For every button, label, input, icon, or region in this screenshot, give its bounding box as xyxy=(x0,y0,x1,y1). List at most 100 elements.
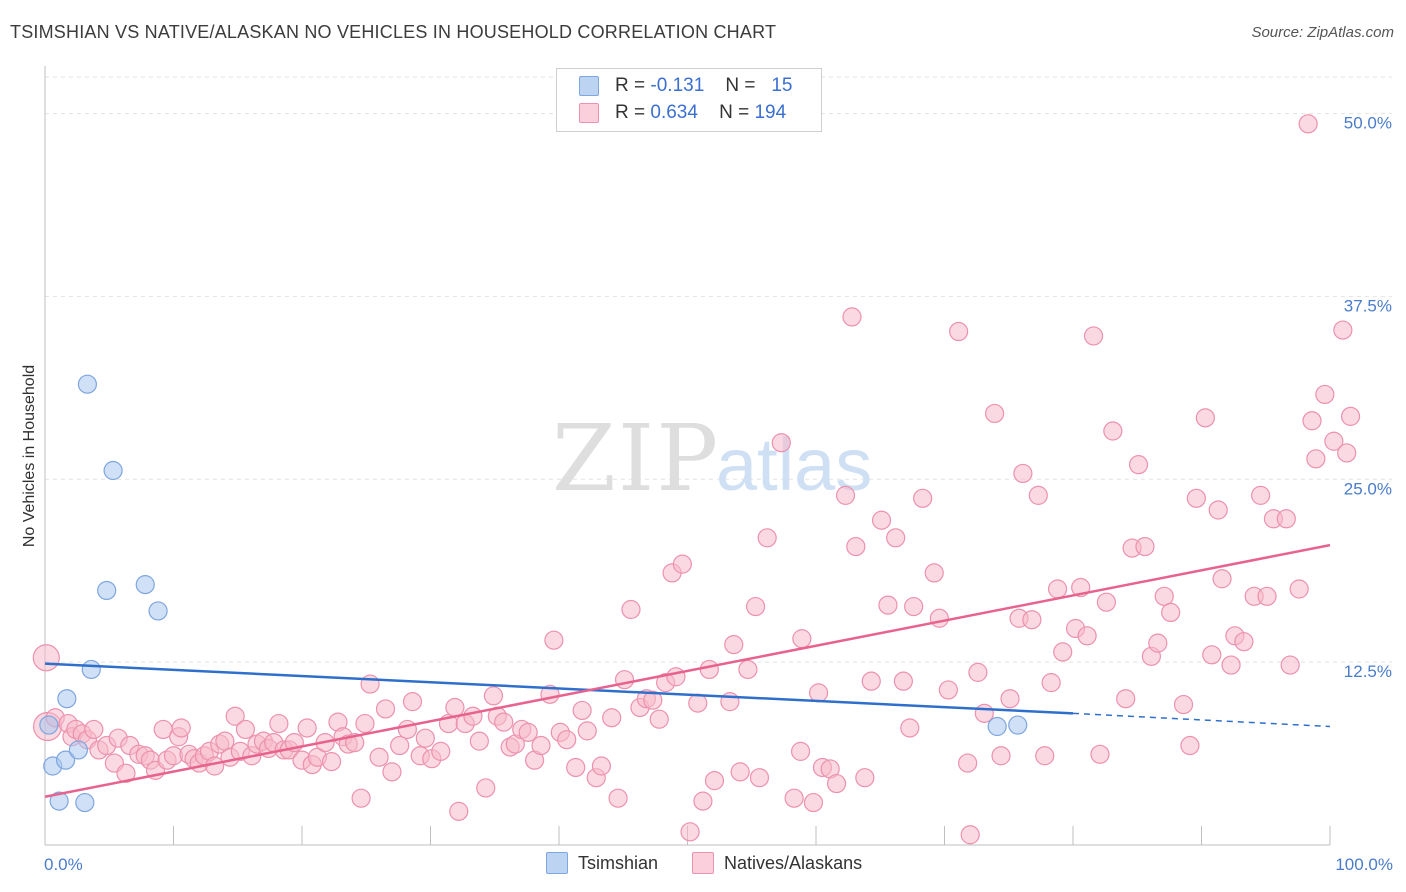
natives-point xyxy=(476,778,496,798)
natives-point xyxy=(1234,632,1254,652)
natives-point xyxy=(1154,586,1174,606)
natives-swatch xyxy=(579,103,599,123)
natives-point xyxy=(225,706,245,726)
legend-r-value: 0.634 xyxy=(650,102,698,123)
natives-point xyxy=(621,599,641,620)
tsimshian-point xyxy=(987,716,1007,737)
natives-point xyxy=(577,721,597,741)
natives-point xyxy=(704,771,725,791)
natives-trend-line xyxy=(44,543,1331,798)
natives-point xyxy=(591,756,612,776)
natives-point xyxy=(1047,579,1068,599)
natives-point xyxy=(431,741,451,761)
legend-item-tsimshian: Tsimshian xyxy=(546,852,658,874)
natives-point xyxy=(321,752,342,772)
natives-point xyxy=(672,554,692,574)
natives-point xyxy=(1315,384,1335,405)
natives-point xyxy=(382,762,402,782)
natives-point xyxy=(397,719,417,740)
natives-point xyxy=(369,747,389,767)
natives-point xyxy=(871,510,892,530)
natives-point xyxy=(602,708,622,728)
natives-point xyxy=(904,596,924,617)
natives-point xyxy=(1257,586,1277,606)
tsimshian-point xyxy=(97,580,117,601)
tsimshian-points xyxy=(39,374,1028,813)
watermark: ZIP atlas xyxy=(552,405,872,512)
natives-point xyxy=(84,719,104,740)
natives-point xyxy=(1298,114,1318,134)
natives-point xyxy=(1302,411,1322,431)
natives-point xyxy=(1022,610,1042,630)
natives-point xyxy=(1028,485,1048,505)
natives-point xyxy=(116,763,136,783)
series-legend: Tsimshian Natives/Alaskans xyxy=(546,852,896,874)
tsimshian-point xyxy=(55,750,76,770)
natives-point xyxy=(351,788,371,808)
y-axis-label: No Vehicles in Household xyxy=(21,365,38,547)
tsimshian-legend-swatch xyxy=(546,852,568,874)
natives-legend-swatch xyxy=(692,852,715,874)
legend-row-natives: R = 0.634 N = 194 xyxy=(579,100,786,126)
natives-point xyxy=(1186,488,1206,508)
natives-point xyxy=(614,670,635,690)
natives-point xyxy=(699,659,719,680)
natives-point xyxy=(958,753,978,773)
tsimshian-point xyxy=(75,792,95,813)
legend-n-label: N = xyxy=(719,102,750,123)
natives-point xyxy=(544,630,564,650)
natives-point xyxy=(730,762,750,782)
natives-point xyxy=(1212,569,1232,589)
natives-point xyxy=(846,536,866,557)
natives-point xyxy=(1306,449,1326,469)
natives-point xyxy=(1251,485,1271,505)
legend-r-label: R = xyxy=(615,75,646,96)
natives-point xyxy=(1000,689,1020,709)
legend-r-value: -0.131 xyxy=(650,75,705,96)
natives-point xyxy=(949,321,969,342)
natives-point xyxy=(402,692,423,712)
tsimshian-trend-extension xyxy=(1072,712,1331,728)
natives-point xyxy=(1195,408,1215,428)
y-tick-label: 50.0% xyxy=(1344,114,1392,133)
x-tick-label: 100.0% xyxy=(1335,855,1393,874)
y-tick-labels: 12.5% 25.0% 37.5% 50.0% xyxy=(1344,114,1392,682)
natives-point xyxy=(861,671,881,691)
natives-point xyxy=(1208,500,1228,520)
natives-point xyxy=(518,722,538,742)
tsimshian-point xyxy=(148,601,168,621)
natives-point xyxy=(1333,320,1353,340)
natives-point xyxy=(1103,421,1123,441)
natives-point xyxy=(390,735,410,756)
tsimshian-point xyxy=(103,460,123,481)
natives-point xyxy=(666,667,686,687)
natives-point xyxy=(1135,536,1155,557)
natives-point xyxy=(1202,645,1222,665)
y-tick-label: 37.5% xyxy=(1344,296,1392,315)
natives-point xyxy=(724,634,744,655)
natives-point xyxy=(757,528,777,548)
natives-point xyxy=(1340,406,1361,426)
natives-point xyxy=(1077,626,1097,646)
natives-point xyxy=(808,683,829,703)
legend-r-label: R = xyxy=(615,102,646,123)
natives-point xyxy=(803,792,824,813)
natives-point xyxy=(900,718,920,738)
natives-point xyxy=(32,644,60,672)
natives-point xyxy=(566,757,586,778)
natives-point xyxy=(483,686,504,706)
natives-point xyxy=(608,788,628,808)
natives-point xyxy=(693,791,713,811)
natives-point xyxy=(746,596,766,617)
natives-point xyxy=(1053,642,1073,662)
natives-point xyxy=(738,659,758,680)
y-tick-label: 25.0% xyxy=(1344,479,1392,498)
x-tick-labels: 0.0% 100.0% xyxy=(44,855,1393,874)
natives-point xyxy=(878,595,898,615)
legend-n-label: N = xyxy=(725,75,756,96)
natives-point xyxy=(297,718,317,738)
natives-point xyxy=(1221,655,1241,675)
gridlines xyxy=(45,76,1392,663)
tsimshian-point xyxy=(81,659,101,680)
